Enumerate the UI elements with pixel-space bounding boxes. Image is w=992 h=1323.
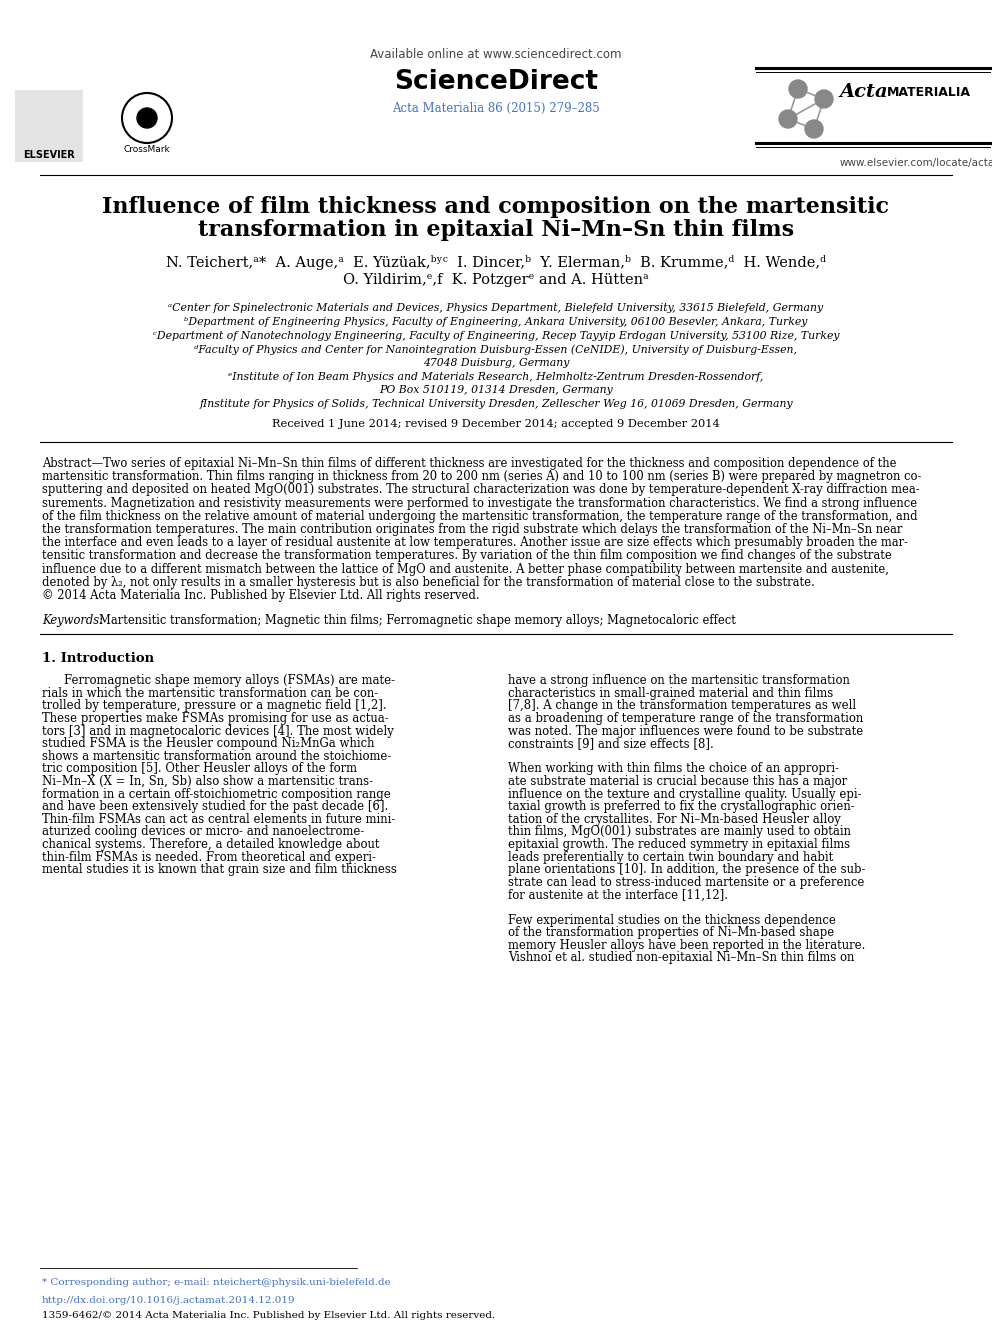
Text: shows a martensitic transformation around the stoichiome-: shows a martensitic transformation aroun…: [42, 750, 391, 763]
Circle shape: [779, 110, 797, 128]
Text: surements. Magnetization and resistivity measurements were performed to investig: surements. Magnetization and resistivity…: [42, 496, 918, 509]
Text: characteristics in small-grained material and thin films: characteristics in small-grained materia…: [508, 687, 833, 700]
Text: * Corresponding author; e-mail: nteichert@physik.uni-bielefeld.de: * Corresponding author; e-mail: nteicher…: [42, 1278, 391, 1287]
Text: chanical systems. Therefore, a detailed knowledge about: chanical systems. Therefore, a detailed …: [42, 837, 380, 851]
Text: Acta Materialia 86 (2015) 279–285: Acta Materialia 86 (2015) 279–285: [392, 102, 600, 115]
Text: Martensitic transformation; Magnetic thin films; Ferromagnetic shape memory allo: Martensitic transformation; Magnetic thi…: [99, 614, 736, 627]
Text: Ni–Mn–X (X = In, Sn, Sb) also show a martensitic trans-: Ni–Mn–X (X = In, Sn, Sb) also show a mar…: [42, 775, 373, 789]
Text: Ferromagnetic shape memory alloys (FSMAs) are mate-: Ferromagnetic shape memory alloys (FSMAs…: [64, 675, 395, 687]
Text: ELSEVIER: ELSEVIER: [23, 149, 74, 160]
Text: Few experimental studies on the thickness dependence: Few experimental studies on the thicknes…: [508, 914, 836, 926]
Text: martensitic transformation. Thin films ranging in thickness from 20 to 200 nm (s: martensitic transformation. Thin films r…: [42, 470, 922, 483]
Text: tric composition [5]. Other Heusler alloys of the form: tric composition [5]. Other Heusler allo…: [42, 762, 357, 775]
Text: mental studies it is known that grain size and film thickness: mental studies it is known that grain si…: [42, 863, 397, 876]
Text: formation in a certain off-stoichiometric composition range: formation in a certain off-stoichiometri…: [42, 787, 391, 800]
Text: aturized cooling devices or micro- and nanoelectrome-: aturized cooling devices or micro- and n…: [42, 826, 364, 839]
Text: tors [3] and in magnetocaloric devices [4]. The most widely: tors [3] and in magnetocaloric devices […: [42, 725, 394, 738]
Text: Abstract—Two series of epitaxial Ni–Mn–Sn thin films of different thickness are : Abstract—Two series of epitaxial Ni–Mn–S…: [42, 456, 897, 470]
Text: Keywords:: Keywords:: [42, 614, 103, 627]
Text: have a strong influence on the martensitic transformation: have a strong influence on the martensit…: [508, 675, 850, 687]
Text: 47048 Duisburg, Germany: 47048 Duisburg, Germany: [423, 359, 569, 368]
Text: Received 1 June 2014; revised 9 December 2014; accepted 9 December 2014: Received 1 June 2014; revised 9 December…: [272, 419, 720, 429]
Text: PO Box 510119, 01314 Dresden, Germany: PO Box 510119, 01314 Dresden, Germany: [379, 385, 613, 396]
Text: ᵈFaculty of Physics and Center for Nanointegration Duisburg-Essen (CeNIDE), Univ: ᵈFaculty of Physics and Center for Nanoi…: [194, 345, 798, 356]
Text: These properties make FSMAs promising for use as actua-: These properties make FSMAs promising fo…: [42, 712, 389, 725]
Text: for austenite at the interface [11,12].: for austenite at the interface [11,12].: [508, 889, 728, 901]
Text: Acta: Acta: [840, 83, 889, 101]
Text: ScienceDirect: ScienceDirect: [394, 69, 598, 95]
Text: thin-film FSMAs is needed. From theoretical and experi-: thin-film FSMAs is needed. From theoreti…: [42, 851, 376, 864]
Bar: [15, 90, 83, 161]
Text: epitaxial growth. The reduced symmetry in epitaxial films: epitaxial growth. The reduced symmetry i…: [508, 837, 850, 851]
Text: tensitic transformation and decrease the transformation temperatures. By variati: tensitic transformation and decrease the…: [42, 549, 892, 562]
Text: ᵉInstitute of Ion Beam Physics and Materials Research, Helmholtz-Zentrum Dresden: ᵉInstitute of Ion Beam Physics and Mater…: [228, 372, 764, 382]
Text: trolled by temperature, pressure or a magnetic field [1,2].: trolled by temperature, pressure or a ma…: [42, 700, 387, 712]
Text: of the film thickness on the relative amount of material undergoing the martensi: of the film thickness on the relative am…: [42, 509, 918, 523]
Text: and have been extensively studied for the past decade [6].: and have been extensively studied for th…: [42, 800, 388, 814]
Text: Influence of film thickness and composition on the martensitic: Influence of film thickness and composit…: [102, 196, 890, 218]
Text: 1359-6462/© 2014 Acta Materialia Inc. Published by Elsevier Ltd. All rights rese: 1359-6462/© 2014 Acta Materialia Inc. Pu…: [42, 1311, 495, 1320]
Circle shape: [815, 90, 833, 108]
Text: studied FSMA is the Heusler compound Ni₂MnGa which: studied FSMA is the Heusler compound Ni₂…: [42, 737, 375, 750]
Text: CrossMark: CrossMark: [124, 146, 171, 155]
Circle shape: [789, 79, 807, 98]
Text: 1. Introduction: 1. Introduction: [42, 652, 154, 665]
Text: as a broadening of temperature range of the transformation: as a broadening of temperature range of …: [508, 712, 863, 725]
Text: Available online at www.sciencedirect.com: Available online at www.sciencedirect.co…: [370, 49, 622, 61]
Text: MATERIALIA: MATERIALIA: [887, 86, 971, 98]
Text: transformation in epitaxial Ni–Mn–Sn thin films: transformation in epitaxial Ni–Mn–Sn thi…: [198, 220, 794, 241]
Text: constraints [9] and size effects [8].: constraints [9] and size effects [8].: [508, 737, 714, 750]
Text: N. Teichert,ᵃ*  A. Auge,ᵃ  E. Yüzüak,ᵇʸᶜ  I. Dincer,ᵇ  Y. Elerman,ᵇ  B. Krumme,ᵈ: N. Teichert,ᵃ* A. Auge,ᵃ E. Yüzüak,ᵇʸᶜ I…: [166, 254, 826, 270]
Text: strate can lead to stress-induced martensite or a preference: strate can lead to stress-induced marten…: [508, 876, 864, 889]
Text: of the transformation properties of Ni–Mn-based shape: of the transformation properties of Ni–M…: [508, 926, 834, 939]
Text: the interface and even leads to a layer of residual austenite at low temperature: the interface and even leads to a layer …: [42, 536, 908, 549]
Text: ᵃCenter for Spinelectronic Materials and Devices, Physics Department, Bielefeld : ᵃCenter for Spinelectronic Materials and…: [169, 303, 823, 314]
Circle shape: [137, 108, 157, 128]
Text: fInstitute for Physics of Solids, Technical University Dresden, Zellescher Weg 1: fInstitute for Physics of Solids, Techni…: [199, 400, 793, 409]
Text: leads preferentially to certain twin boundary and habit: leads preferentially to certain twin bou…: [508, 851, 833, 864]
Text: the transformation temperatures. The main contribution originates from the rigid: the transformation temperatures. The mai…: [42, 523, 903, 536]
Text: Vishnoi et al. studied non-epitaxial Ni–Mn–Sn thin films on: Vishnoi et al. studied non-epitaxial Ni–…: [508, 951, 854, 964]
Text: thin films, MgO(001) substrates are mainly used to obtain: thin films, MgO(001) substrates are main…: [508, 826, 851, 839]
Text: was noted. The major influences were found to be substrate: was noted. The major influences were fou…: [508, 725, 863, 738]
Text: taxial growth is preferred to fix the crystallographic orien-: taxial growth is preferred to fix the cr…: [508, 800, 855, 814]
Text: O. Yildirim,ᵉ,f  K. Potzgerᵉ and A. Hüttenᵃ: O. Yildirim,ᵉ,f K. Potzgerᵉ and A. Hütte…: [343, 273, 649, 287]
Text: tation of the crystallites. For Ni–Mn-based Heusler alloy: tation of the crystallites. For Ni–Mn-ba…: [508, 812, 841, 826]
Text: sputtering and deposited on heated MgO(001) substrates. The structural character: sputtering and deposited on heated MgO(0…: [42, 483, 920, 496]
Text: www.elsevier.com/locate/actamat: www.elsevier.com/locate/actamat: [840, 157, 992, 168]
Text: denoted by λ₂, not only results in a smaller hysteresis but is also beneficial f: denoted by λ₂, not only results in a sma…: [42, 576, 814, 589]
Text: © 2014 Acta Materialia Inc. Published by Elsevier Ltd. All rights reserved.: © 2014 Acta Materialia Inc. Published by…: [42, 589, 479, 602]
Text: influence due to a different mismatch between the lattice of MgO and austenite. : influence due to a different mismatch be…: [42, 562, 889, 576]
Text: influence on the texture and crystalline quality. Usually epi-: influence on the texture and crystalline…: [508, 787, 861, 800]
Text: Thin-film FSMAs can act as central elements in future mini-: Thin-film FSMAs can act as central eleme…: [42, 812, 395, 826]
Text: memory Heusler alloys have been reported in the literature.: memory Heusler alloys have been reported…: [508, 939, 865, 951]
Text: plane orientations [10]. In addition, the presence of the sub-: plane orientations [10]. In addition, th…: [508, 863, 865, 876]
Text: [7,8]. A change in the transformation temperatures as well: [7,8]. A change in the transformation te…: [508, 700, 856, 712]
Circle shape: [805, 120, 823, 138]
Text: rials in which the martensitic transformation can be con-: rials in which the martensitic transform…: [42, 687, 378, 700]
Text: ᶜDepartment of Nanotechnology Engineering, Faculty of Engineering, Recep Tayyip : ᶜDepartment of Nanotechnology Engineerin…: [153, 331, 839, 341]
Text: ate substrate material is crucial because this has a major: ate substrate material is crucial becaus…: [508, 775, 847, 789]
Text: When working with thin films the choice of an appropri-: When working with thin films the choice …: [508, 762, 839, 775]
Text: ᵇDepartment of Engineering Physics, Faculty of Engineering, Ankara University, 0: ᵇDepartment of Engineering Physics, Facu…: [185, 318, 807, 327]
Text: http://dx.doi.org/10.1016/j.actamat.2014.12.019: http://dx.doi.org/10.1016/j.actamat.2014…: [42, 1297, 296, 1304]
